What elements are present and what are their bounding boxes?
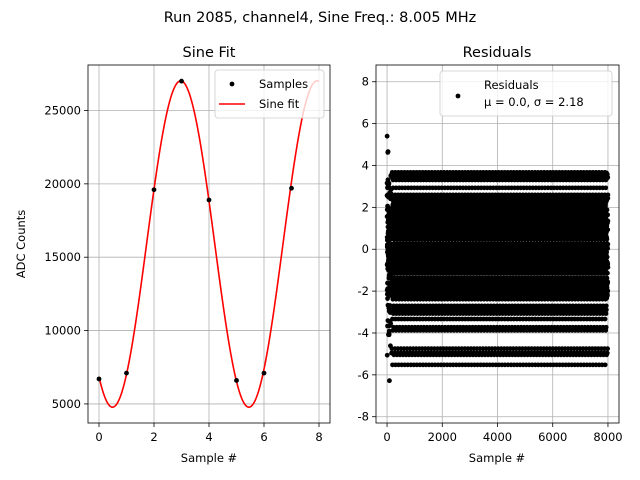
residual-point [386,332,392,338]
sine-fit-legend: Samples Sine fit [214,69,325,119]
residual-point [387,378,392,384]
figure-title: Run 2085, channel4, Sine Freq.: 8.005 MH… [164,10,477,26]
sine-fit-grid [88,65,330,423]
residuals-title: Residuals [463,45,532,61]
sine-fit-data [96,78,320,408]
legend-samples-label: Samples [259,77,308,91]
sine-fit-title: Sine Fit [183,45,236,61]
residuals-panel: Residuals 0 2000 4000 6000 8000-8-6-4-202468… [358,45,623,465]
sine-fit-ytick-label: 15000 [44,250,81,264]
residual-point [385,149,391,155]
legend-samples-marker [229,81,235,87]
residual-point [384,352,390,358]
sample-point [289,185,294,191]
sine-fit-xtick-label: 0 [95,430,102,444]
sample-point [234,378,239,383]
sample-point [124,370,129,376]
residual-point [386,180,392,186]
sample-point [206,197,212,203]
residual-point [387,303,393,308]
sine-fit-ytick-label: 10000 [44,324,81,338]
sine-fit-y-axis-label: ADC Counts [14,210,28,279]
sample-point [151,187,157,193]
sine-fit-xtick-label: 8 [315,430,322,444]
residual-point [388,321,394,326]
sine-fit-x-axis-label: Sample # [181,451,237,465]
residual-point [384,133,390,139]
legend-sine-fit-label: Sine fit [259,97,300,111]
sample-point [179,78,184,84]
sine-fit-ytick-label: 25000 [44,103,81,117]
sample-point [96,376,102,382]
sine-fit-xtick-label: 4 [205,430,212,444]
sine-fit-legend-box [214,69,325,119]
sine-fit-panel: Sine Fit 0 2 4 6 8 5000 10000 15000 20000 25000 S… [14,45,331,465]
sine-fit-ytick-label: 20000 [44,177,81,191]
sine-fit-ticks: 0 2 4 6 8 5000 10000 15000 20000 25000 [44,103,322,444]
residuals-data [384,133,611,384]
residual-point [386,328,392,334]
sample-point [261,370,267,376]
sine-fit-ytick-label: 5000 [52,397,81,411]
sine-fit-xtick-label: 2 [150,430,157,444]
sine-fit-xtick-label: 6 [260,430,267,444]
